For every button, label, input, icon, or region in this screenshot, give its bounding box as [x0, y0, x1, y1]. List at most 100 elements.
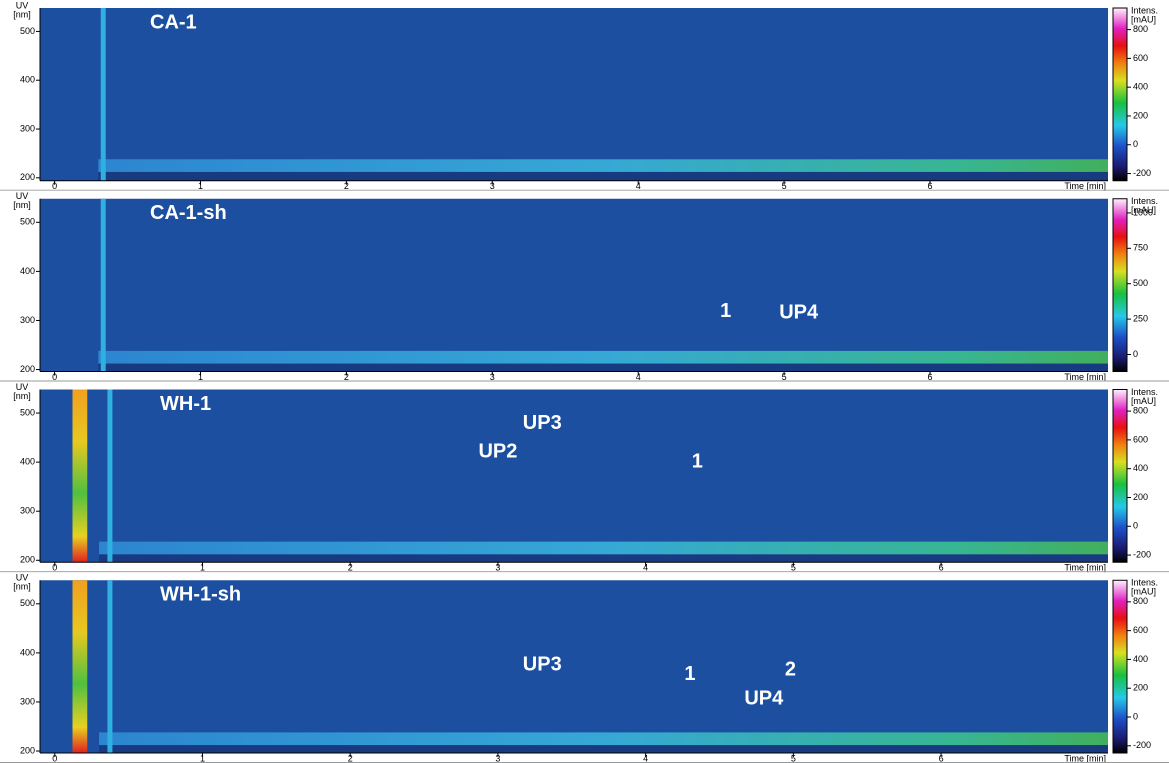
baseline-shadow: [99, 745, 1108, 753]
x-tick-label: 0: [52, 372, 57, 382]
colorbar-tick-label: 800: [1133, 405, 1148, 415]
colorbar-tick-label: -200: [1133, 168, 1151, 178]
colorbar-tick-label: 0: [1133, 349, 1138, 359]
plot-area: [40, 8, 1108, 181]
y-axis-label: [nm]: [13, 582, 31, 592]
x-axis-label: Time [min]: [1064, 563, 1106, 573]
x-tick-label: 5: [782, 372, 787, 382]
peak-label: UP3: [523, 653, 562, 675]
x-tick-label: 5: [791, 753, 796, 763]
colorbar-tick-label: 400: [1133, 463, 1148, 473]
solvent-front: [100, 198, 106, 372]
y-tick-label: 200: [20, 555, 35, 565]
chart-title: CA-1: [150, 11, 197, 33]
solvent-front: [107, 389, 113, 563]
plot-area: [40, 198, 1108, 372]
y-tick-label: 300: [20, 506, 35, 516]
colorbar-tick-label: 500: [1133, 278, 1148, 288]
x-tick-label: 3: [490, 372, 495, 382]
colorbar-tick-label: 400: [1133, 654, 1148, 664]
peak-label: UP2: [478, 441, 517, 463]
solvent-front: [107, 580, 113, 753]
plot-area: [40, 580, 1108, 753]
y-tick-label: 500: [20, 407, 35, 417]
colorbar: [1112, 7, 1128, 182]
colorbar-label: Intens.: [1131, 387, 1158, 397]
injection-stripe: [72, 389, 88, 563]
solvent-front: [100, 8, 106, 181]
y-axis-label: [nm]: [13, 200, 31, 210]
baseline-band: [98, 350, 1108, 364]
colorbar-tick-label: 600: [1133, 434, 1148, 444]
y-tick-label: 300: [20, 315, 35, 325]
colorbar-tick-label: 0: [1133, 139, 1138, 149]
x-tick-label: 4: [636, 372, 641, 382]
peak-label: 1: [692, 450, 703, 472]
colorbar-tick-label: -200: [1133, 549, 1151, 559]
y-tick-label: 400: [20, 457, 35, 467]
x-tick-label: 4: [643, 563, 648, 573]
x-tick-label: 5: [791, 563, 796, 573]
x-tick-label: 3: [495, 753, 500, 763]
colorbar: [1112, 389, 1128, 563]
y-axis-label: [nm]: [13, 391, 31, 401]
y-axis-label: [nm]: [13, 9, 31, 19]
baseline-band: [98, 159, 1108, 172]
x-tick-label: 6: [927, 181, 932, 191]
y-tick-label: 400: [20, 75, 35, 85]
y-axis-label: UV: [16, 0, 29, 10]
injection-stripe: [72, 580, 88, 753]
x-tick-label: 4: [643, 753, 648, 763]
chart-title: WH-1-sh: [160, 584, 241, 606]
peak-label: UP3: [523, 412, 562, 434]
plot-area: [40, 389, 1108, 563]
colorbar-label: Intens.: [1131, 5, 1158, 15]
baseline-band: [99, 541, 1108, 555]
colorbar-tick-label: 750: [1133, 243, 1148, 253]
x-tick-label: 1: [200, 563, 205, 573]
colorbar-tick-label: 0: [1133, 711, 1138, 721]
x-tick-label: 2: [348, 563, 353, 573]
colorbar-tick-label: 0: [1133, 521, 1138, 531]
colorbar-tick-label: 1000: [1133, 207, 1153, 217]
peak-label: 1: [684, 663, 695, 685]
x-tick-label: 4: [636, 181, 641, 191]
colorbar-tick-label: 400: [1133, 82, 1148, 92]
x-tick-label: 1: [200, 753, 205, 763]
y-tick-label: 500: [20, 26, 35, 36]
peak-label: 1: [720, 300, 731, 322]
colorbar-label: [mAU]: [1131, 205, 1156, 215]
x-tick-label: 2: [344, 181, 349, 191]
colorbar-tick-label: 600: [1133, 625, 1148, 635]
x-tick-label: 6: [939, 563, 944, 573]
colorbar-label: Intens.: [1131, 196, 1158, 206]
y-tick-label: 500: [20, 598, 35, 608]
x-tick-label: 6: [939, 753, 944, 763]
colorbar-tick-label: 200: [1133, 110, 1148, 120]
x-tick-label: 0: [52, 563, 57, 573]
y-axis-label: UV: [16, 191, 29, 201]
x-tick-label: 0: [52, 753, 57, 763]
colorbar: [1112, 198, 1128, 372]
x-tick-label: 3: [490, 181, 495, 191]
x-tick-label: 1: [198, 372, 203, 382]
baseline-band: [99, 732, 1108, 746]
y-tick-label: 400: [20, 647, 35, 657]
peak-label: UP4: [744, 687, 784, 709]
y-axis-label: UV: [16, 382, 29, 392]
y-tick-label: 200: [20, 364, 35, 374]
colorbar-tick-label: 800: [1133, 24, 1148, 34]
colorbar-tick-label: 200: [1133, 683, 1148, 693]
colorbar-tick-label: 600: [1133, 53, 1148, 63]
y-tick-label: 300: [20, 696, 35, 706]
colorbar-tick-label: -200: [1133, 740, 1151, 750]
x-tick-label: 0: [52, 181, 57, 191]
colorbar-tick-label: 800: [1133, 596, 1148, 606]
colorbar-tick-label: 250: [1133, 313, 1148, 323]
y-tick-label: 200: [20, 172, 35, 182]
colorbar-label: Intens.: [1131, 578, 1158, 588]
x-tick-label: 1: [198, 181, 203, 191]
y-tick-label: 400: [20, 266, 35, 276]
colorbar-tick-label: 200: [1133, 492, 1148, 502]
